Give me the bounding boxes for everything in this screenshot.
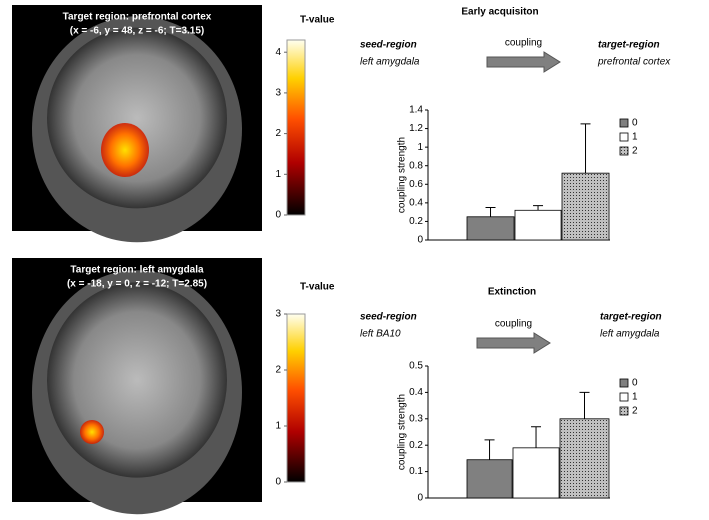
y-tick-label: 0.5 xyxy=(409,361,423,372)
legend-label: 0 xyxy=(632,378,638,389)
colorbar xyxy=(286,313,306,483)
bar xyxy=(559,418,610,499)
y-axis-label: coupling strength xyxy=(397,394,408,470)
arrow xyxy=(486,51,561,73)
arrow xyxy=(476,332,551,354)
legend-label: 0 xyxy=(632,118,638,129)
colorbar-tick-label: 4 xyxy=(275,47,281,58)
y-tick-label: 0 xyxy=(417,235,423,246)
legend-label: 2 xyxy=(632,406,638,417)
y-tick-label: 0.3 xyxy=(409,413,423,424)
seed-region: left BA10 xyxy=(360,329,401,340)
activation xyxy=(101,123,149,177)
legend-swatch xyxy=(619,378,629,388)
error-bar xyxy=(485,207,496,217)
image-coords: (x = -18, y = 0, z = -12; T=2.85) xyxy=(67,279,207,290)
y-tick-label: 0.4 xyxy=(409,387,423,398)
y-tick-label: 0 xyxy=(417,493,423,504)
target-region: left amygdala xyxy=(600,329,660,340)
y-tick-label: 0.1 xyxy=(409,466,423,477)
y-tick-label: 0.2 xyxy=(409,440,423,451)
target-label: target-region xyxy=(598,40,660,51)
legend-label: 1 xyxy=(632,392,638,403)
legend-swatch xyxy=(619,406,629,416)
bar xyxy=(466,216,515,241)
legend-swatch xyxy=(619,392,629,402)
colorbar-tick-label: 1 xyxy=(275,421,281,432)
image-title: Target region: prefrontal cortex xyxy=(63,12,212,23)
error-bar xyxy=(531,426,542,448)
colorbar-tick-label: 2 xyxy=(275,128,281,139)
legend-swatch xyxy=(619,118,629,128)
seed-region: left amygdala xyxy=(360,57,420,68)
y-tick-label: 0.2 xyxy=(409,216,423,227)
image-title: Target region: left amygdala xyxy=(70,265,204,276)
brain xyxy=(47,282,227,478)
colorbar xyxy=(286,39,306,216)
colorbar-tick-label: 0 xyxy=(275,210,281,221)
legend-label: 2 xyxy=(632,146,638,157)
error-bar xyxy=(484,439,495,460)
seed-label: seed-region xyxy=(360,40,417,51)
y-tick-label: 0.6 xyxy=(409,179,423,190)
error-bar xyxy=(580,123,591,174)
y-axis-label: coupling strength xyxy=(397,137,408,213)
error-bar xyxy=(533,205,544,211)
activation xyxy=(80,420,104,444)
bar xyxy=(512,447,560,499)
target-label: target-region xyxy=(600,312,662,323)
bar xyxy=(466,459,513,499)
coupling-label: coupling xyxy=(505,38,542,49)
legend-swatch xyxy=(619,132,629,142)
y-tick-label: 1.2 xyxy=(409,123,423,134)
chart-title: Extinction xyxy=(488,287,536,298)
image-coords: (x = -6, y = 48, z = -6; T=3.15) xyxy=(70,26,205,37)
seed-label: seed-region xyxy=(360,312,417,323)
error-bar xyxy=(579,391,590,419)
colorbar-title: T-value xyxy=(300,282,335,293)
legend-label: 1 xyxy=(632,132,638,143)
brain xyxy=(47,27,227,209)
y-tick-label: 0.8 xyxy=(409,160,423,171)
bar xyxy=(514,209,562,241)
colorbar-tick-label: 3 xyxy=(275,88,281,99)
colorbar-tick-label: 2 xyxy=(275,365,281,376)
y-tick-label: 0.4 xyxy=(409,197,423,208)
colorbar-tick-label: 0 xyxy=(275,477,281,488)
target-region: prefrontal cortex xyxy=(597,57,671,68)
colorbar-tick-label: 1 xyxy=(275,169,281,180)
bar xyxy=(561,172,610,241)
chart-title: Early acquisiton xyxy=(461,7,538,18)
y-tick-label: 1 xyxy=(417,142,423,153)
colorbar-title: T-value xyxy=(300,15,335,26)
y-tick-label: 1.4 xyxy=(409,105,423,116)
colorbar-tick-label: 3 xyxy=(275,309,281,320)
coupling-label: coupling xyxy=(495,319,532,330)
legend-swatch xyxy=(619,146,629,156)
